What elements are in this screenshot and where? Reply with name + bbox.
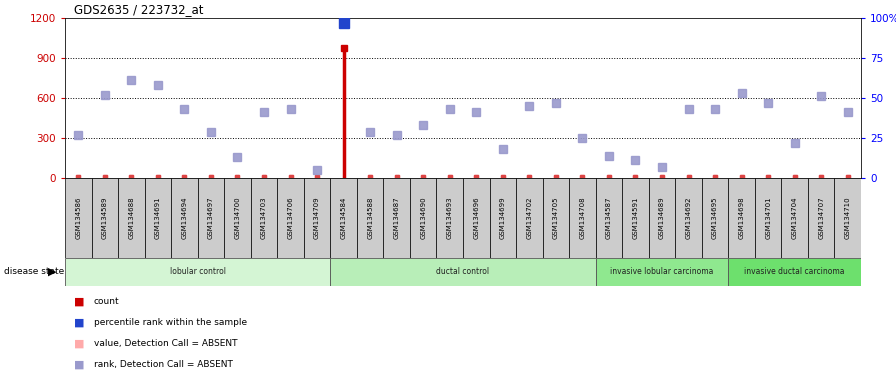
Text: count: count — [94, 297, 119, 306]
Text: GSM134588: GSM134588 — [367, 197, 373, 239]
Text: GSM134705: GSM134705 — [553, 197, 559, 239]
FancyBboxPatch shape — [251, 178, 277, 258]
FancyBboxPatch shape — [622, 178, 649, 258]
FancyBboxPatch shape — [65, 178, 91, 258]
Text: ■: ■ — [74, 318, 84, 328]
Text: ductal control: ductal control — [436, 268, 489, 276]
FancyBboxPatch shape — [728, 258, 861, 286]
FancyBboxPatch shape — [144, 178, 171, 258]
FancyBboxPatch shape — [754, 178, 781, 258]
Text: invasive lobular carcinoma: invasive lobular carcinoma — [610, 268, 714, 276]
FancyBboxPatch shape — [543, 178, 569, 258]
Text: GSM134699: GSM134699 — [500, 197, 506, 239]
Text: lobular control: lobular control — [169, 268, 226, 276]
Text: GSM134584: GSM134584 — [340, 197, 347, 239]
FancyBboxPatch shape — [171, 178, 198, 258]
Text: GSM134591: GSM134591 — [633, 197, 639, 239]
Text: disease state: disease state — [4, 268, 65, 276]
FancyBboxPatch shape — [118, 178, 144, 258]
Text: GSM134589: GSM134589 — [102, 197, 108, 239]
FancyBboxPatch shape — [410, 178, 436, 258]
Text: GSM134709: GSM134709 — [314, 197, 320, 239]
Text: ■: ■ — [74, 339, 84, 349]
Text: GSM134703: GSM134703 — [261, 197, 267, 239]
FancyBboxPatch shape — [834, 178, 861, 258]
Text: value, Detection Call = ABSENT: value, Detection Call = ABSENT — [94, 339, 237, 348]
FancyBboxPatch shape — [596, 258, 728, 286]
Text: GSM134697: GSM134697 — [208, 197, 214, 239]
Text: GSM134707: GSM134707 — [818, 197, 824, 239]
FancyBboxPatch shape — [489, 178, 516, 258]
Text: GSM134688: GSM134688 — [128, 197, 134, 239]
Text: percentile rank within the sample: percentile rank within the sample — [94, 318, 246, 327]
FancyBboxPatch shape — [224, 178, 251, 258]
Text: GSM134695: GSM134695 — [712, 197, 718, 239]
FancyBboxPatch shape — [702, 178, 728, 258]
Text: GSM134690: GSM134690 — [420, 197, 426, 239]
FancyBboxPatch shape — [331, 258, 596, 286]
FancyBboxPatch shape — [277, 178, 304, 258]
Text: GSM134706: GSM134706 — [288, 197, 294, 239]
Text: GSM134700: GSM134700 — [235, 197, 240, 239]
Text: GDS2635 / 223732_at: GDS2635 / 223732_at — [74, 3, 203, 16]
Text: GSM134708: GSM134708 — [580, 197, 585, 239]
Text: GSM134587: GSM134587 — [606, 197, 612, 239]
Text: GSM134689: GSM134689 — [659, 197, 665, 239]
Text: GSM134698: GSM134698 — [738, 197, 745, 239]
Text: GSM134586: GSM134586 — [75, 197, 82, 239]
Text: ■: ■ — [74, 296, 84, 306]
FancyBboxPatch shape — [463, 178, 489, 258]
FancyBboxPatch shape — [728, 178, 754, 258]
Text: GSM134691: GSM134691 — [155, 197, 161, 239]
Text: GSM134696: GSM134696 — [473, 197, 479, 239]
FancyBboxPatch shape — [91, 178, 118, 258]
Text: GSM134710: GSM134710 — [845, 197, 850, 239]
FancyBboxPatch shape — [65, 258, 331, 286]
Text: rank, Detection Call = ABSENT: rank, Detection Call = ABSENT — [94, 360, 233, 369]
Text: ■: ■ — [74, 360, 84, 370]
FancyBboxPatch shape — [304, 178, 331, 258]
FancyBboxPatch shape — [569, 178, 596, 258]
FancyBboxPatch shape — [331, 178, 357, 258]
Text: GSM134687: GSM134687 — [393, 197, 400, 239]
Text: GSM134702: GSM134702 — [526, 197, 532, 239]
Text: GSM134693: GSM134693 — [447, 197, 452, 239]
Text: GSM134694: GSM134694 — [181, 197, 187, 239]
FancyBboxPatch shape — [516, 178, 543, 258]
FancyBboxPatch shape — [649, 178, 676, 258]
Text: GSM134692: GSM134692 — [685, 197, 692, 239]
Text: invasive ductal carcinoma: invasive ductal carcinoma — [745, 268, 845, 276]
FancyBboxPatch shape — [676, 178, 702, 258]
Text: GSM134701: GSM134701 — [765, 197, 771, 239]
Text: GSM134704: GSM134704 — [792, 197, 797, 239]
FancyBboxPatch shape — [596, 178, 622, 258]
FancyBboxPatch shape — [436, 178, 463, 258]
FancyBboxPatch shape — [383, 178, 410, 258]
FancyBboxPatch shape — [781, 178, 808, 258]
FancyBboxPatch shape — [357, 178, 383, 258]
FancyBboxPatch shape — [808, 178, 834, 258]
FancyBboxPatch shape — [198, 178, 224, 258]
Text: ▶: ▶ — [47, 267, 56, 277]
